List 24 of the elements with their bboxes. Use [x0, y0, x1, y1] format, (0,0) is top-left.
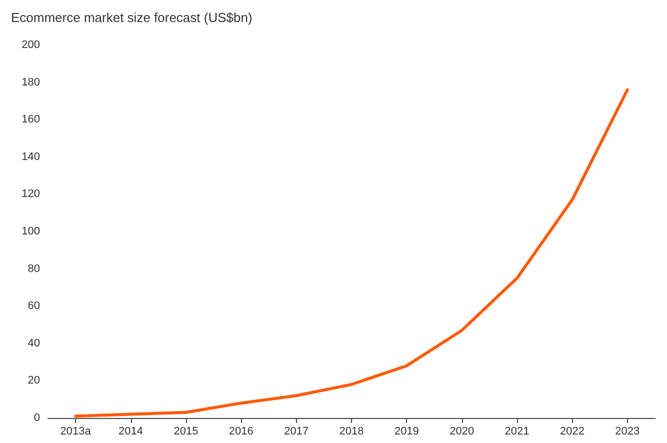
x-tick-label: 2013a	[60, 426, 92, 438]
x-tick-label: 2015	[174, 426, 198, 438]
y-tick-label: 180	[22, 76, 40, 88]
x-tick-label: 2018	[339, 426, 364, 438]
x-tick-label: 2020	[450, 426, 474, 438]
y-tick-label: 60	[28, 300, 40, 312]
y-tick-label: 0	[34, 412, 40, 424]
y-tick-label: 40	[28, 337, 40, 350]
chart-title: Ecommerce market size forecast (US$bn)	[11, 10, 252, 25]
x-tick-label: 2016	[228, 426, 254, 438]
x-tick-label: 2021	[504, 426, 530, 438]
y-tick-label: 120	[22, 188, 40, 200]
y-tick-label: 100	[22, 226, 40, 238]
x-tick-label: 2017	[284, 426, 309, 438]
y-tick-label: 200	[22, 39, 40, 51]
y-tick-label: 20	[28, 374, 40, 387]
x-tick-label: 2022	[560, 426, 584, 438]
y-tick-label: 140	[22, 150, 40, 163]
y-tick-label: 80	[28, 262, 40, 275]
y-tick-label: 160	[22, 114, 40, 126]
x-tick-label: 2014	[118, 426, 144, 438]
x-tick-label: 2023	[615, 426, 640, 438]
x-tick-label: 2019	[394, 426, 419, 438]
line-series	[74, 88, 629, 418]
